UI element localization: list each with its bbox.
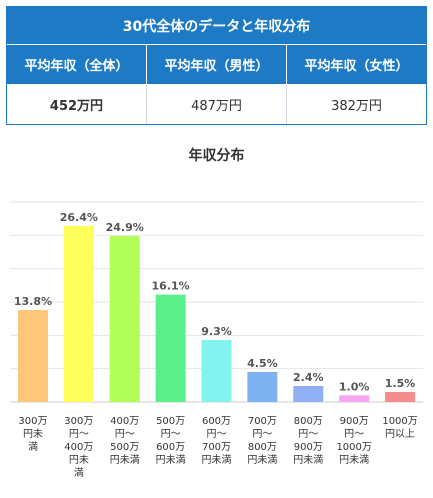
x-tick-label: 円未満	[247, 454, 277, 466]
data-label: 1.5%	[385, 377, 416, 390]
data-label: 1.0%	[339, 380, 370, 393]
x-tick-label: 円〜	[252, 429, 272, 440]
x-tick-label: 円〜	[69, 429, 89, 440]
x-tick-label: 円〜	[161, 429, 181, 440]
bar	[293, 386, 324, 402]
data-label: 26.4%	[60, 211, 98, 224]
summary-value-row: 452万円 487万円 382万円	[7, 84, 426, 124]
data-label: 16.1%	[152, 280, 190, 293]
x-tick-label: 円〜	[298, 429, 318, 440]
data-label: 2.4%	[293, 371, 324, 384]
data-label: 24.9%	[106, 221, 144, 234]
bar	[17, 310, 48, 402]
x-tick-label: 700万	[248, 416, 277, 427]
bar	[201, 340, 232, 402]
x-tick-label: 円未	[23, 428, 43, 440]
x-tick-label: 円〜	[115, 429, 135, 440]
header-overall: 平均年収（全体）	[7, 45, 147, 84]
summary-header-row: 平均年収（全体） 平均年収（男性） 平均年収（女性）	[7, 45, 426, 84]
bar	[155, 294, 186, 402]
x-tick-label: 満	[28, 441, 38, 453]
value-overall: 452万円	[7, 84, 147, 124]
x-tick-label: 500万	[110, 442, 139, 453]
summary-table: 30代全体のデータと年収分布 平均年収（全体） 平均年収（男性） 平均年収（女性…	[6, 6, 427, 125]
x-tick-label: 300万	[18, 416, 47, 427]
x-tick-label: 円未満	[293, 454, 323, 466]
x-tick-label: 1000万	[382, 416, 417, 427]
x-tick-label: 満	[74, 467, 84, 479]
header-male: 平均年収（男性）	[147, 45, 287, 84]
x-tick-label: 400万	[110, 416, 139, 427]
x-tick-label: 円〜	[344, 429, 364, 440]
x-tick-label: 円未満	[202, 454, 232, 466]
x-tick-label: 900万	[294, 442, 323, 453]
x-tick-label: 800万	[248, 442, 277, 453]
x-tick-label: 500万	[156, 416, 185, 427]
summary-title: 30代全体のデータと年収分布	[7, 7, 426, 45]
chart-title: 年収分布	[188, 148, 245, 164]
bar	[385, 392, 416, 402]
data-label: 4.5%	[247, 357, 278, 370]
x-tick-label: 600万	[156, 442, 185, 453]
x-tick-label: 円未満	[339, 454, 369, 466]
x-tick-label: 600万	[202, 416, 231, 427]
x-tick-label: 円〜	[207, 429, 227, 440]
data-label: 9.3%	[201, 325, 232, 338]
x-tick-label: 円以上	[385, 428, 415, 440]
x-tick-label: 1000万	[336, 442, 371, 453]
bar	[63, 226, 94, 402]
x-tick-label: 300万	[64, 416, 93, 427]
x-tick-label: 400万	[64, 442, 93, 453]
x-tick-label: 800万	[294, 416, 323, 427]
bar	[339, 395, 370, 402]
x-tick-label: 円未	[69, 454, 89, 466]
data-label: 13.8%	[14, 295, 52, 308]
x-tick-label: 円未満	[156, 454, 186, 466]
value-female: 382万円	[287, 84, 426, 124]
x-tick-label: 円未満	[110, 454, 140, 466]
x-tick-label: 900万	[340, 416, 369, 427]
x-tick-label: 700万	[202, 442, 231, 453]
header-female: 平均年収（女性）	[287, 45, 426, 84]
bar	[247, 372, 278, 402]
value-male: 487万円	[147, 84, 287, 124]
bar	[109, 236, 140, 402]
